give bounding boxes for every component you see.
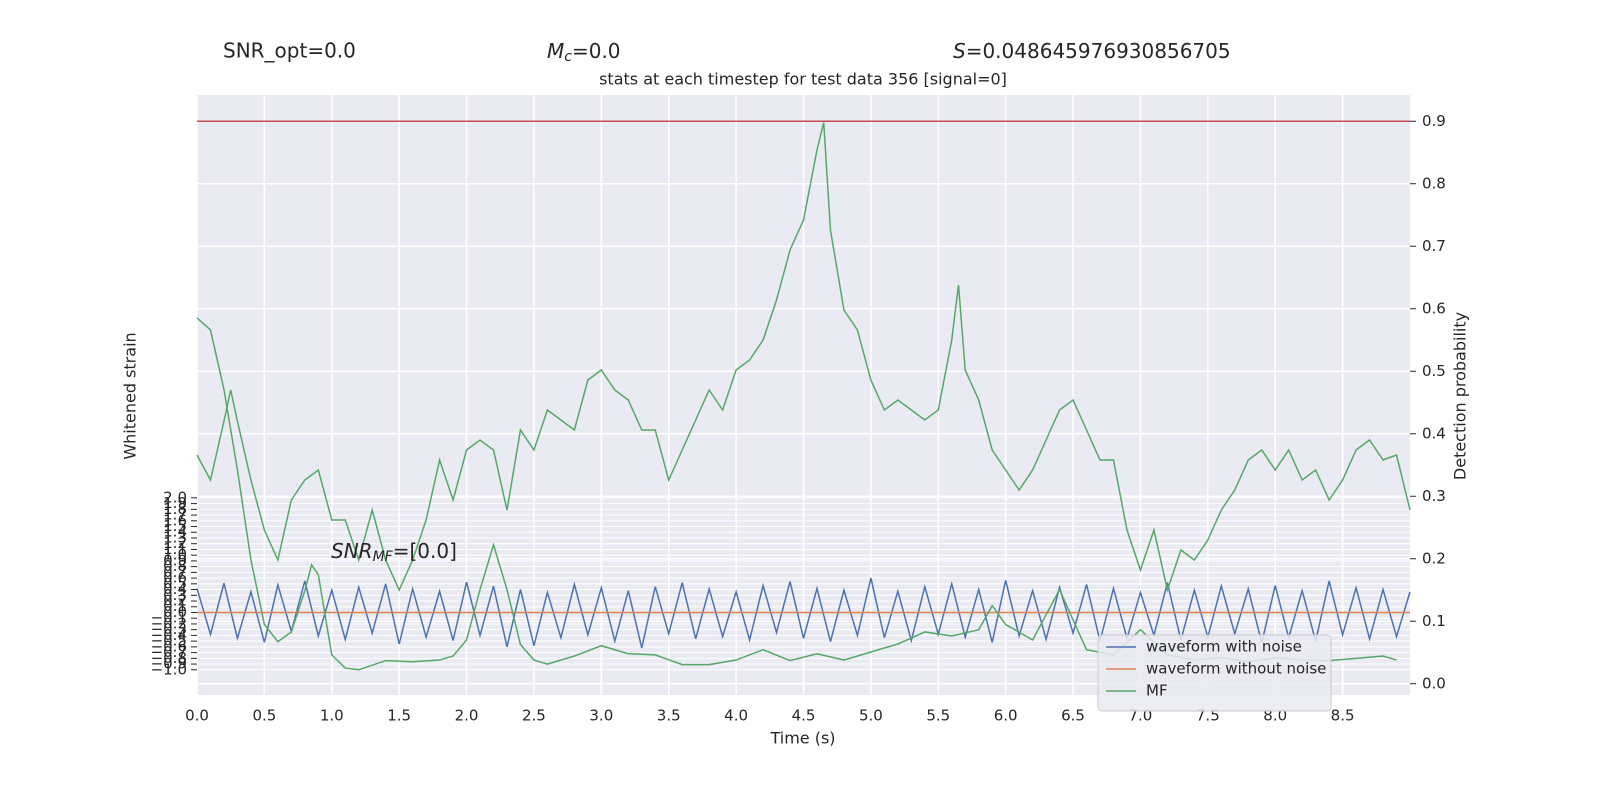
annotation-sub: c bbox=[564, 49, 572, 65]
y-tick-label: 0.0 bbox=[163, 603, 187, 621]
y2-tick-label: 0.3 bbox=[1422, 487, 1446, 505]
y-tick-label: 1.8 bbox=[163, 500, 187, 518]
y-tick-label: −0.5 bbox=[151, 632, 187, 650]
legend-label: waveform with noise bbox=[1146, 638, 1302, 656]
annotation-sub: MF bbox=[373, 549, 394, 565]
y-tick-label: 2.0 bbox=[163, 488, 187, 506]
legend-label: MF bbox=[1146, 682, 1168, 700]
x-tick-label: 6.0 bbox=[994, 707, 1018, 725]
y-tick-label: 1.0 bbox=[163, 546, 187, 564]
annotation: SNR_opt=0.0 bbox=[223, 39, 356, 63]
annotation-symbol: SNR bbox=[331, 539, 373, 563]
annotation-symbol: M bbox=[547, 39, 564, 63]
y2-tick-label: 0.1 bbox=[1422, 612, 1446, 630]
y-tick-label: 0.2 bbox=[163, 592, 187, 610]
y-axis-label: Whitened strain bbox=[121, 332, 140, 459]
annotation: SNRMF=[0.0] bbox=[331, 539, 457, 566]
annotation-text: =[0.0] bbox=[393, 539, 457, 563]
y2-tick-label: 0.8 bbox=[1422, 174, 1446, 192]
y2-tick-label: 0.7 bbox=[1422, 237, 1446, 255]
x-tick-label: 0.0 bbox=[185, 707, 209, 725]
x-tick-label: 2.0 bbox=[455, 707, 479, 725]
y-tick-label: 0.9 bbox=[163, 551, 187, 569]
legend: waveform with noise waveform without nois… bbox=[1097, 634, 1332, 712]
series-line bbox=[196, 122, 1411, 593]
y-tick-label: 1.7 bbox=[163, 506, 187, 524]
y-tick-label: −0.4 bbox=[151, 626, 187, 644]
y-tick-label: 0.6 bbox=[163, 569, 187, 587]
y-tick-label: 0.5 bbox=[163, 574, 187, 592]
y-tick-label: 1.1 bbox=[163, 540, 187, 558]
annotation-text: =0.048645976930856705 bbox=[966, 39, 1231, 63]
y2-tick-label: 0.6 bbox=[1422, 299, 1446, 317]
y2-tick-label: 0.2 bbox=[1422, 549, 1446, 567]
y-tick-label: −0.9 bbox=[151, 655, 187, 673]
y-tick-label: 1.4 bbox=[163, 523, 187, 541]
y-tick-label: 1.2 bbox=[163, 534, 187, 552]
x-tick-label: 8.5 bbox=[1331, 707, 1355, 725]
y2-tick-label: 0.0 bbox=[1422, 674, 1446, 692]
x-tick-label: 4.0 bbox=[724, 707, 748, 725]
y2-axis-label: Detection probability bbox=[1451, 312, 1470, 480]
y-tick-label: −0.1 bbox=[151, 609, 187, 627]
y-tick-label: −0.7 bbox=[151, 643, 187, 661]
y2-tick-label: 0.9 bbox=[1422, 112, 1446, 130]
y-tick-label: −0.8 bbox=[151, 649, 187, 667]
x-tick-label: 3.5 bbox=[657, 707, 681, 725]
y-tick-label: −0.6 bbox=[151, 637, 187, 655]
x-tick-label: 2.5 bbox=[522, 707, 546, 725]
y-tick-label: 0.1 bbox=[163, 597, 187, 615]
y-tick-label: 1.6 bbox=[163, 511, 187, 529]
x-tick-label: 6.5 bbox=[1061, 707, 1085, 725]
y-tick-label: −1.0 bbox=[151, 660, 187, 678]
x-tick-label: 5.0 bbox=[859, 707, 883, 725]
x-tick-label: 1.0 bbox=[320, 707, 344, 725]
legend-label: waveform without noise bbox=[1146, 660, 1326, 678]
x-axis-label: Time (s) bbox=[769, 729, 835, 748]
y2-tick-label: 0.4 bbox=[1422, 424, 1446, 442]
y-tick-label: 0.7 bbox=[163, 563, 187, 581]
legend-box bbox=[1097, 634, 1332, 712]
y-tick-label: 1.9 bbox=[163, 494, 187, 512]
y-tick-label: 0.8 bbox=[163, 557, 187, 575]
y2-tick-label: 0.5 bbox=[1422, 362, 1446, 380]
y-tick-label: 1.3 bbox=[163, 528, 187, 546]
x-tick-label: 4.5 bbox=[792, 707, 816, 725]
y-tick-label: 0.4 bbox=[163, 580, 187, 598]
chart-title: stats at each timestep for test data 356… bbox=[599, 70, 1007, 89]
y-tick-label: −0.3 bbox=[151, 620, 187, 638]
x-tick-label: 5.5 bbox=[926, 707, 950, 725]
annotation: Mc=0.0 bbox=[547, 39, 621, 66]
annotation-text: =0.0 bbox=[572, 39, 621, 63]
x-tick-label: 3.0 bbox=[589, 707, 613, 725]
x-tick-label: 1.5 bbox=[387, 707, 411, 725]
y-tick-label: 0.3 bbox=[163, 586, 187, 604]
annotation: S=0.048645976930856705 bbox=[953, 39, 1231, 63]
annotation-symbol: S bbox=[953, 39, 966, 63]
y-tick-label: 1.5 bbox=[163, 517, 187, 535]
x-tick-label: 0.5 bbox=[252, 707, 276, 725]
axes: 0.0 0.5 1.0 1.5 2.0 2.5 3.0 3.5 4.0 4.5 5.0 5.5 6.0 6… bbox=[151, 112, 1446, 725]
y-tick-label: −0.2 bbox=[151, 614, 187, 632]
